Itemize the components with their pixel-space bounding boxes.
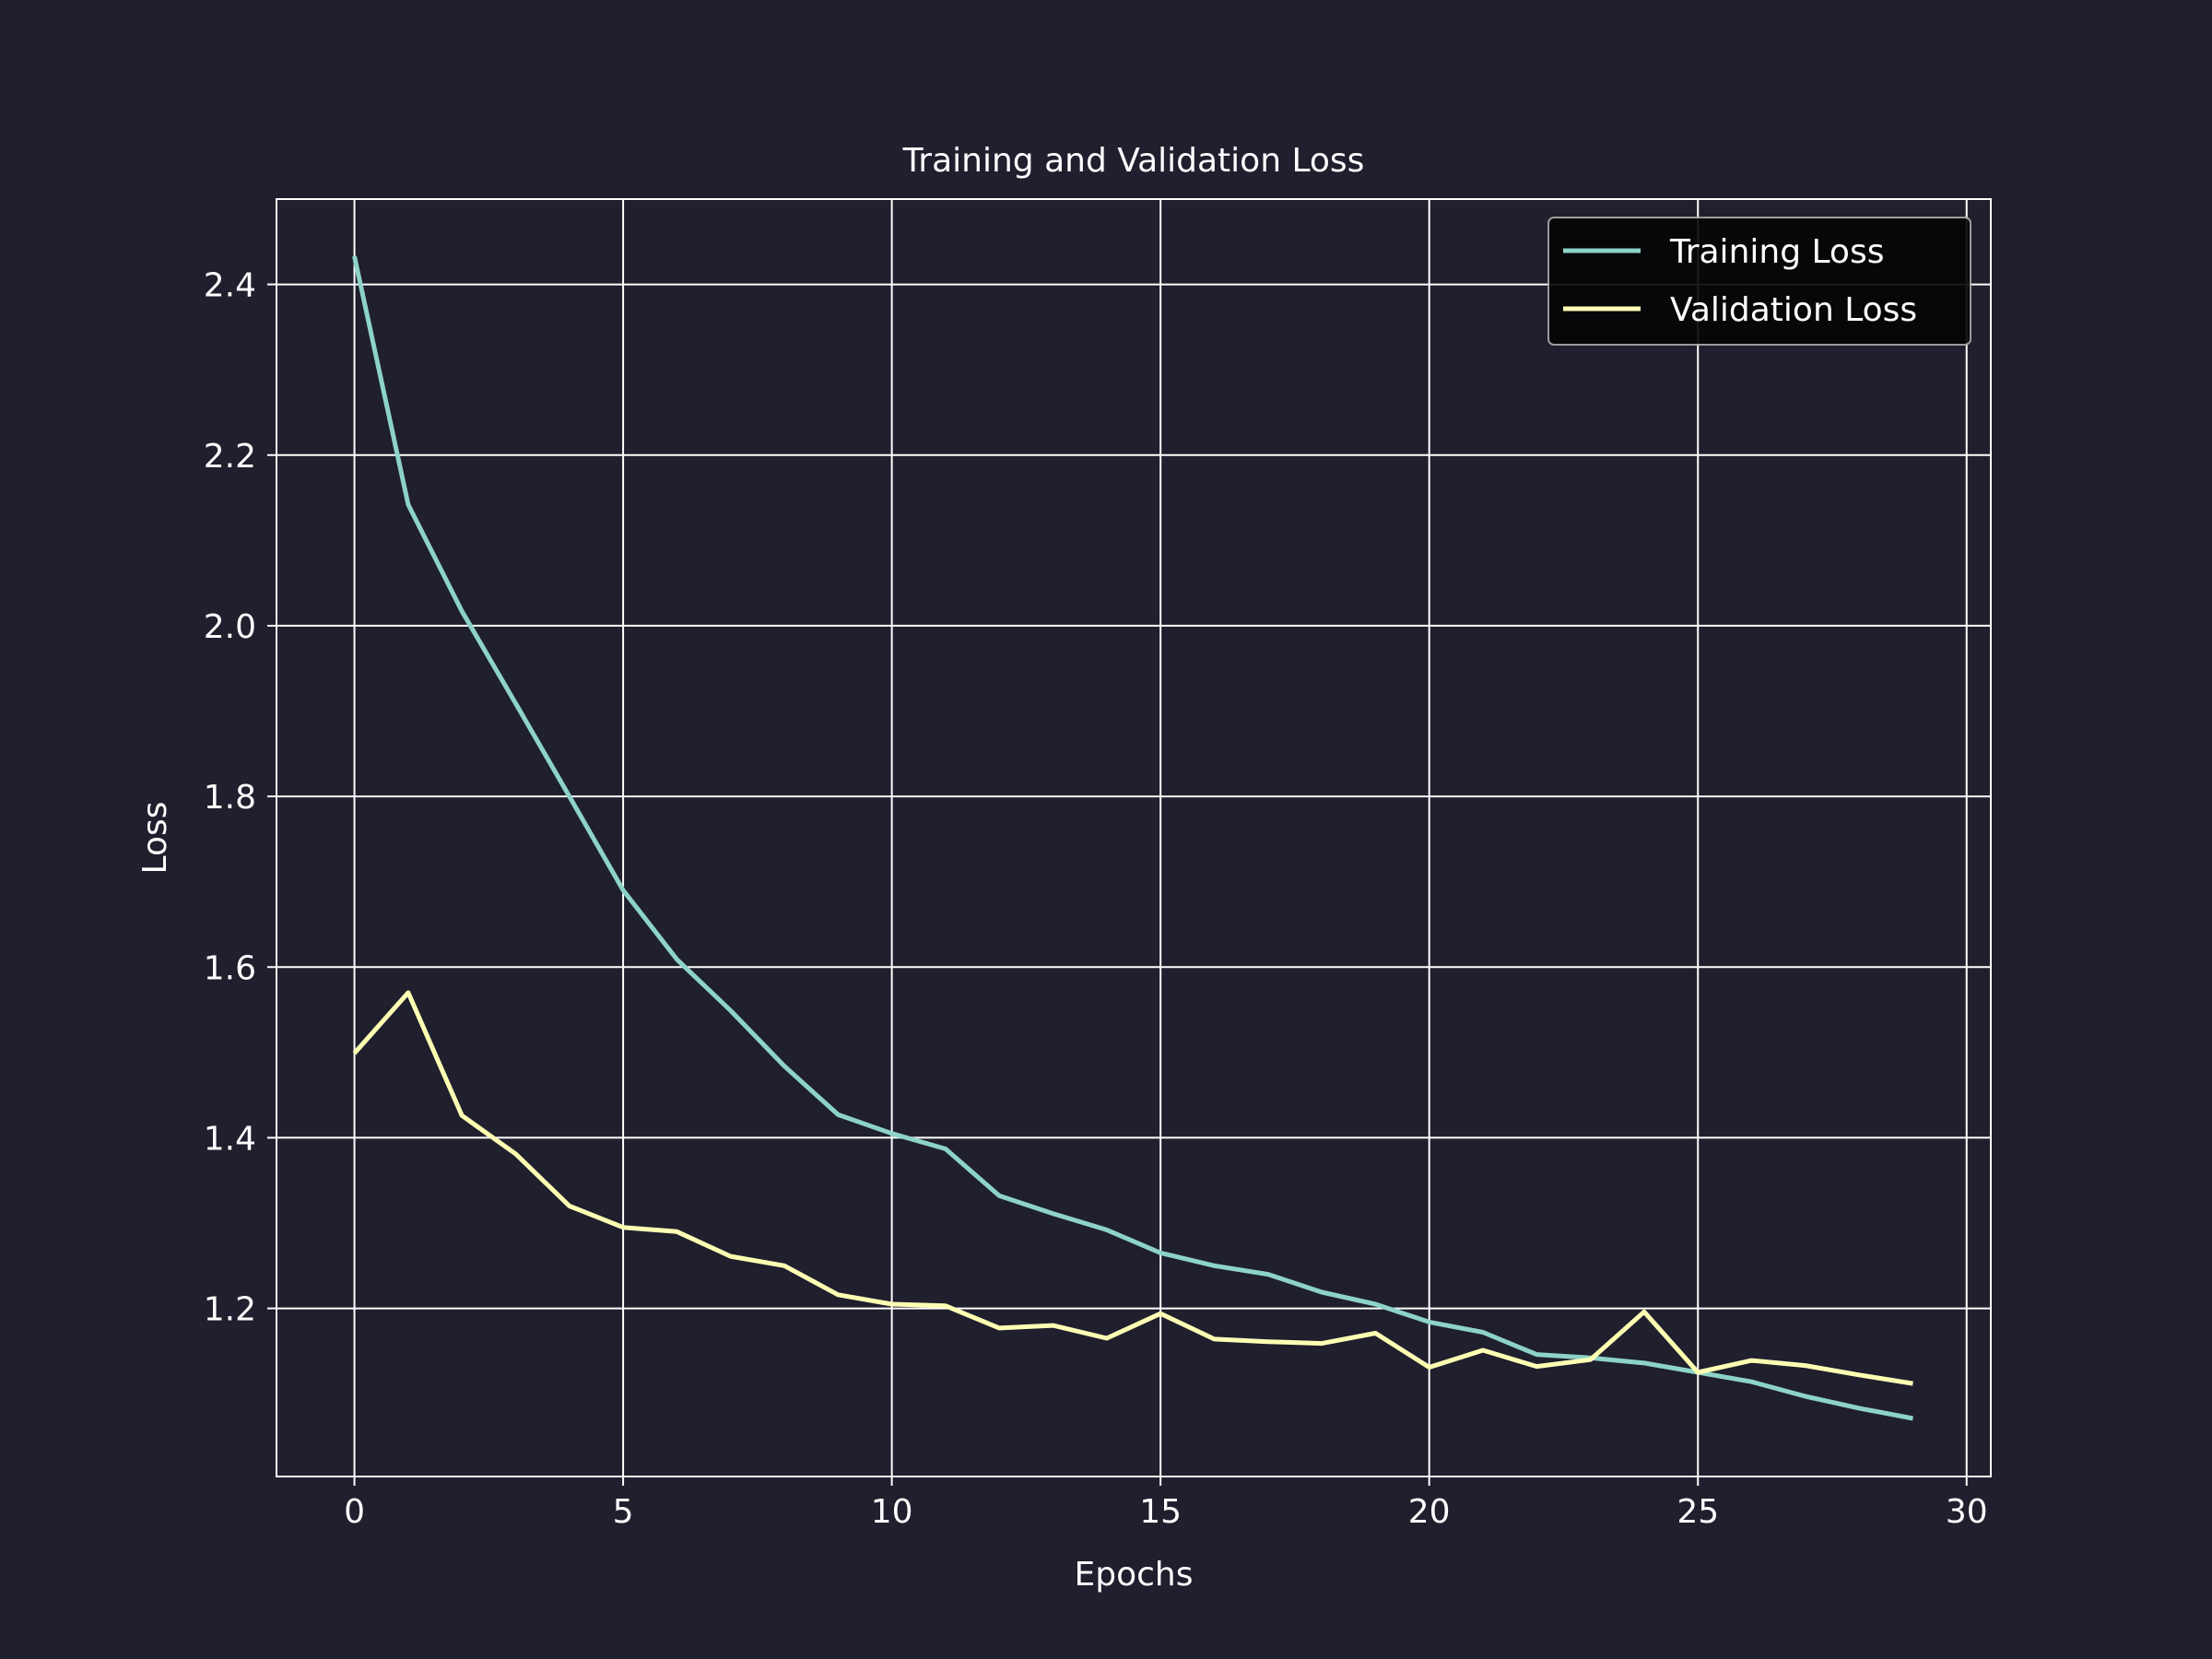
y-axis-label: Loss	[136, 802, 174, 875]
x-tick-label: 5	[613, 1493, 634, 1531]
series-line-validation-loss	[352, 990, 1913, 1386]
y-tick-label: 2.2	[204, 438, 256, 476]
y-tick-label: 1.6	[204, 949, 256, 987]
x-tick-label: 10	[871, 1493, 913, 1531]
y-tick-label: 1.2	[204, 1291, 256, 1329]
x-axis-label: Epochs	[1075, 1556, 1194, 1594]
chart-title: Training and Validation Loss	[902, 142, 1365, 180]
x-tick-label: 0	[344, 1493, 365, 1531]
x-tick-label: 20	[1408, 1493, 1451, 1531]
y-tick-label: 1.8	[204, 779, 256, 817]
x-tick-label: 25	[1677, 1493, 1719, 1531]
y-tick-label: 1.4	[204, 1120, 256, 1158]
y-tick-label: 2.4	[204, 267, 256, 305]
series-lines	[352, 255, 1913, 1421]
axes-frame	[276, 198, 1992, 1477]
series-line-training-loss	[352, 255, 1913, 1421]
grid-lines	[276, 199, 1991, 1477]
y-tick-label: 2.0	[204, 608, 256, 646]
legend: Training Loss Validation Loss	[1547, 217, 1971, 346]
legend-label-validation-loss: Validation Loss	[1670, 291, 1917, 329]
axis-ticks: 0 5 10 15 20 25 30 1.2 1.4 1.6 1.8 2.0 2.2 2.4	[204, 267, 1988, 1531]
x-tick-label: 15	[1139, 1493, 1182, 1531]
legend-box	[1547, 217, 1971, 346]
x-tick-label: 30	[1946, 1493, 1988, 1531]
legend-label-training-loss: Training Loss	[1669, 233, 1884, 271]
